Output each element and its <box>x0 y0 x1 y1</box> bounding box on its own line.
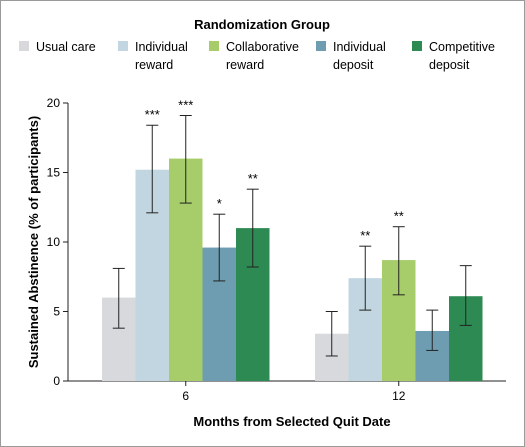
legend-swatch-4 <box>316 41 326 51</box>
legend-swatch-5 <box>412 41 422 51</box>
y-axis-label: Sustained Abstinence (% of participants) <box>26 116 41 368</box>
legend-swatch-2 <box>118 41 128 51</box>
y-tick-label-15: 15 <box>47 166 61 180</box>
legend-title: Randomization Group <box>194 17 330 32</box>
significance-12mo-series-2: ** <box>360 228 370 243</box>
x-tick-label-12: 12 <box>392 389 406 403</box>
legend-swatch-3 <box>209 41 219 51</box>
significance-12mo-series-3: ** <box>394 209 404 224</box>
legend-label-5-line-2: deposit <box>429 58 470 72</box>
y-tick-label-0: 0 <box>53 374 60 388</box>
significance-6mo-series-2: *** <box>145 107 160 122</box>
legend-swatch-1 <box>19 41 29 51</box>
significance-6mo-series-5: ** <box>248 171 258 186</box>
legend-label-2-line-2: reward <box>135 58 173 72</box>
y-tick-label-5: 5 <box>53 305 60 319</box>
legend-label-4-line-1: Individual <box>333 40 386 54</box>
significance-6mo-series-3: *** <box>178 98 193 113</box>
y-tick-label-20: 20 <box>47 96 61 110</box>
legend-label-5-line-1: Competitive <box>429 40 495 54</box>
legend: Usual care Individual reward Collaborative r… <box>19 40 495 72</box>
y-tick-label-10: 10 <box>47 235 61 249</box>
legend-label-4-line-2: deposit <box>333 58 374 72</box>
legend-label-3-line-1: Collaborative <box>226 40 299 54</box>
legend-label-3-line-2: reward <box>226 58 264 72</box>
significance-6mo-series-4: * <box>217 196 222 211</box>
x-tick-label-6: 6 <box>182 389 189 403</box>
x-axis-label: Months from Selected Quit Date <box>193 414 390 429</box>
legend-label-2-line-1: Individual <box>135 40 188 54</box>
legend-label-1-line-1: Usual care <box>36 40 96 54</box>
